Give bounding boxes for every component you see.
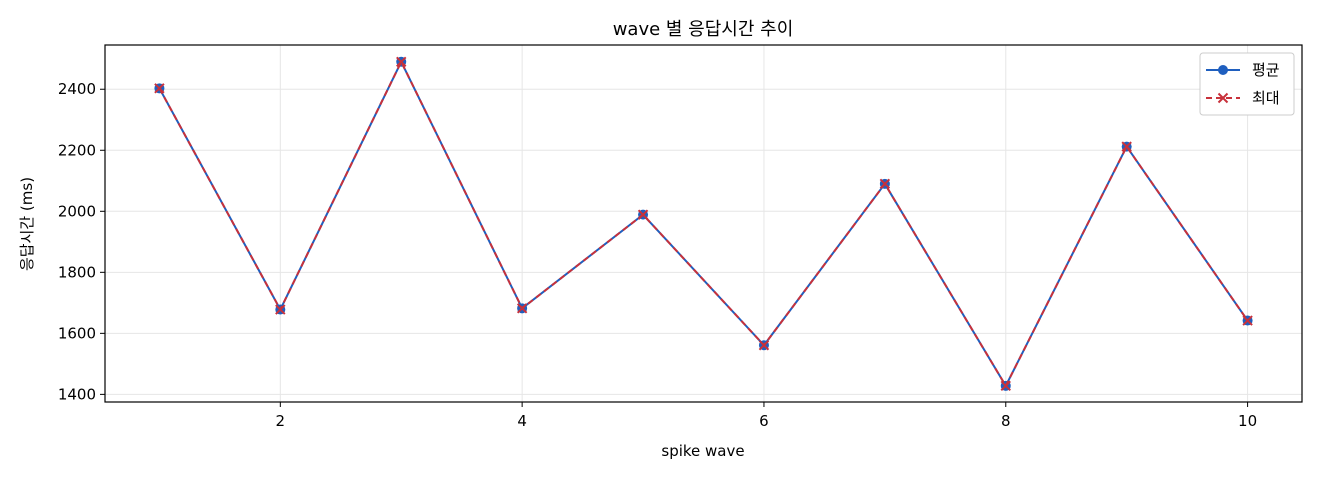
y-tick-label: 2000 (58, 202, 96, 220)
plot-frame (104, 44, 1303, 403)
data-point-x-marker (154, 83, 165, 94)
y-axis-ticks: 1400 1600 1800 2000 2200 2400 (58, 80, 105, 403)
legend-marker-mean (1218, 65, 1228, 75)
x-tick-label: 4 (517, 412, 527, 430)
grid (105, 45, 1302, 402)
x-axis-label: spike wave (661, 442, 744, 460)
data-point-x-marker (879, 178, 891, 190)
legend-label-max: 최대 (1252, 89, 1280, 107)
y-tick-label: 1400 (58, 385, 96, 403)
y-tick-label: 2400 (58, 80, 96, 98)
data-point-x-marker (275, 304, 286, 315)
x-axis-ticks: 2 4 6 8 10 (276, 402, 1257, 430)
legend-label-mean: 평균 (1252, 61, 1280, 79)
legend-marker-max (1217, 92, 1229, 104)
y-axis-label: 응답시간 (ms) (18, 177, 36, 271)
series-group (154, 56, 1253, 392)
y-tick-label: 1800 (58, 263, 96, 281)
x-tick-label: 8 (1001, 412, 1011, 430)
y-tick-label: 2200 (58, 141, 96, 159)
data-point-x-marker (637, 209, 649, 220)
data-point-x-marker (1000, 380, 1011, 392)
legend: 평균 최대 (1199, 52, 1295, 116)
series-line-2 (158, 60, 1249, 387)
x-tick-label: 2 (276, 412, 286, 430)
x-tick-label: 10 (1238, 412, 1257, 430)
x-tick-label: 6 (759, 412, 769, 430)
legend-box (1199, 52, 1295, 116)
data-point-x-marker (1121, 141, 1132, 152)
data-point-x-marker (396, 56, 407, 67)
data-point-x-marker (516, 303, 528, 314)
data-point-x-marker (1242, 315, 1253, 326)
data-point-x-marker (758, 340, 770, 351)
chart-title: wave 별 응답시간 추이 (613, 19, 794, 40)
y-tick-label: 1600 (58, 324, 96, 342)
